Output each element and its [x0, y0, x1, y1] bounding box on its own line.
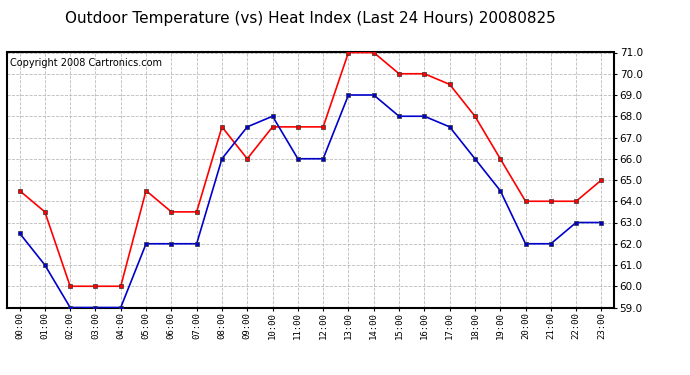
- Text: Outdoor Temperature (vs) Heat Index (Last 24 Hours) 20080825: Outdoor Temperature (vs) Heat Index (Las…: [65, 11, 556, 26]
- Text: Copyright 2008 Cartronics.com: Copyright 2008 Cartronics.com: [10, 58, 162, 68]
